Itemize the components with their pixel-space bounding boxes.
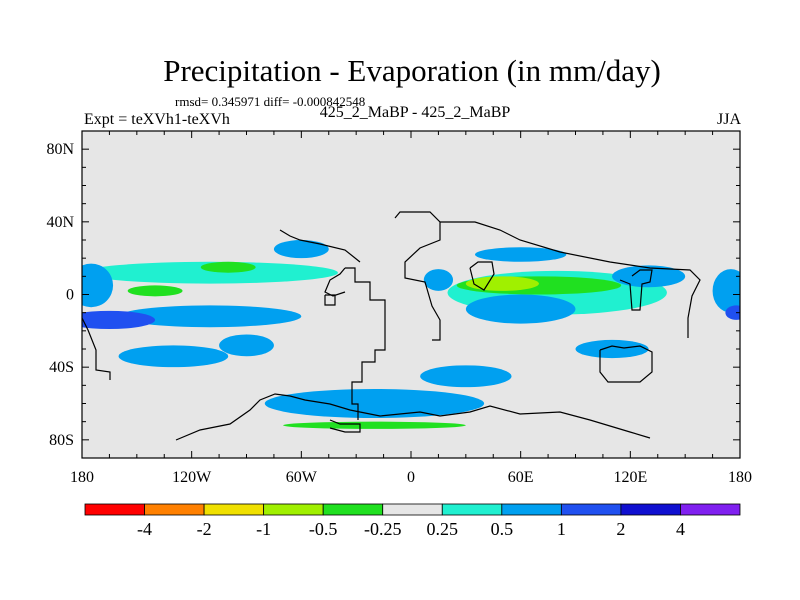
colorbar-swatch: [680, 503, 741, 516]
contour-region: [420, 365, 512, 388]
colorbar-swatch: [501, 503, 562, 516]
colorbar-swatch: [322, 503, 384, 516]
colorbar-label: 0.5: [491, 519, 514, 539]
contour-region: [612, 265, 686, 288]
coastline-west-edge: [82, 317, 111, 380]
colorbar-label: 1: [557, 519, 566, 539]
experiment-label: Expt = teXVh1-teXVh: [84, 111, 230, 128]
colorbar-swatch: [620, 503, 681, 516]
coastline-arabia: [469, 261, 495, 291]
contour-region: [465, 294, 576, 324]
coastline-north-america: [279, 229, 361, 263]
contour-region: [575, 339, 649, 359]
contour-region: [712, 269, 740, 313]
x-axis: 180 120W 60W 0 60E 120E 180: [70, 131, 752, 486]
colorbar-label: -0.5: [309, 519, 338, 539]
colorbar-swatch: [263, 503, 324, 516]
contour-region: [423, 269, 454, 291]
contour-region: [82, 263, 114, 308]
colorbar-label: -1: [256, 519, 271, 539]
chart-title: Precipitation - Evaporation (in mm/day): [163, 53, 661, 88]
stats-label: rmsd= 0.345971 diff= -0.000842548: [175, 94, 366, 109]
x-tick-label: 120E: [613, 469, 647, 486]
contour-region: [465, 276, 539, 291]
colorbar-label: -0.25: [364, 519, 402, 539]
contour-region: [82, 310, 156, 330]
colorbar-swatch: [560, 503, 622, 516]
contour-region: [200, 261, 256, 273]
coastline-antarctic-peninsula: [329, 419, 361, 433]
contour-regions: [82, 240, 740, 429]
contour-region: [127, 285, 183, 297]
colorbar-swatch: [84, 503, 145, 516]
colorbar-label: -4: [137, 519, 152, 539]
colorbar-label: 2: [616, 519, 625, 539]
y-tick-label: 80N: [46, 141, 74, 158]
contour-region: [273, 240, 329, 259]
coastline-africa: [394, 211, 441, 341]
contour-region: [118, 345, 229, 368]
coastline-india-sea: [619, 269, 653, 311]
x-tick-label: 180: [70, 469, 94, 486]
x-tick-label: 0: [407, 469, 415, 486]
contour-region: [264, 388, 485, 419]
colorbar-swatch: [203, 503, 265, 516]
x-tick-label: 60W: [286, 469, 318, 486]
y-axis: 80N 40N 0 40S 80S: [46, 141, 740, 449]
comparison-label: 425_2_MaBP - 425_2_MaBP: [319, 104, 511, 121]
contour-region: [219, 334, 274, 357]
colorbar: -4 -2 -1 -0.5 -0.25 0.25 0.5 1 2 4: [84, 503, 741, 539]
contour-region: [283, 421, 466, 429]
colorbar-label: 4: [676, 519, 685, 539]
y-tick-label: 0: [66, 287, 74, 304]
contour-region: [725, 305, 740, 320]
colorbar-swatch: [382, 503, 443, 516]
colorbar-label: -2: [197, 519, 212, 539]
season-label: JJA: [716, 111, 741, 128]
y-tick-label: 40N: [46, 214, 74, 231]
coastline-south-america: [345, 267, 386, 420]
colorbar-label: 0.25: [427, 519, 459, 539]
x-tick-label: 180: [728, 469, 752, 486]
x-tick-label: 60E: [508, 469, 534, 486]
y-tick-label: 80S: [49, 432, 74, 449]
contour-region: [474, 247, 567, 262]
contour-region: [82, 261, 338, 284]
colorbar-swatch: [441, 503, 503, 516]
y-tick-label: 40S: [49, 359, 74, 376]
coastline-islands: [324, 294, 336, 306]
coastlines: [82, 211, 701, 441]
colorbar-swatch: [144, 503, 205, 516]
coastline-australia: [599, 345, 653, 383]
x-tick-label: 120W: [172, 469, 212, 486]
coastline-eurasia: [440, 221, 701, 338]
coastline-antarctica: [175, 393, 651, 441]
contour-region: [118, 305, 302, 328]
